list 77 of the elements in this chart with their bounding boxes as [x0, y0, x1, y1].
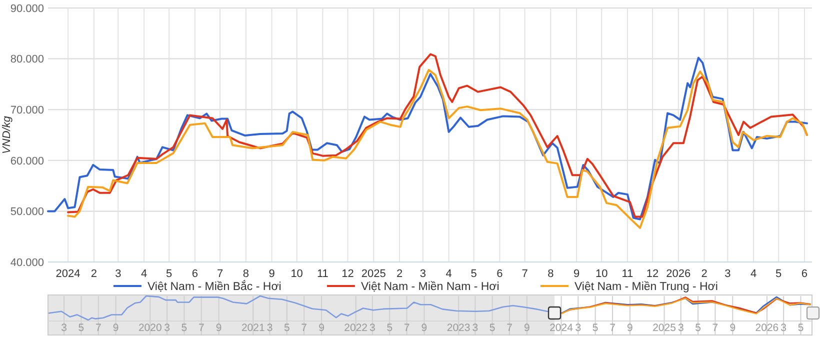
- x-tick-label: 10: [290, 268, 303, 280]
- x-tick-label: 11: [316, 268, 328, 280]
- x-tick-label: 5: [284, 322, 290, 334]
- x-tick-label: 3: [164, 322, 170, 334]
- x-tick-label: 2: [396, 268, 403, 280]
- x-tick-label: 4: [446, 268, 452, 280]
- x-tick-label: 7: [522, 268, 528, 280]
- x-tick-label: 7: [198, 322, 204, 334]
- x-tick-label: 8: [242, 268, 249, 280]
- y-tick-label: 80.000: [10, 54, 44, 66]
- x-tick-label: 7: [301, 322, 308, 334]
- x-tick-label: 5: [181, 322, 188, 334]
- y-tick-label: 90.000: [10, 2, 44, 15]
- x-tick-label: 2: [90, 268, 97, 280]
- x-tick-label: 7: [216, 268, 224, 280]
- legend-label: Việt Nam - Miền Nam - Hơi: [360, 281, 500, 293]
- x-tick-label: 9: [421, 322, 428, 334]
- x-tick-label: 6: [801, 268, 808, 280]
- x-tick-label: 2024: [56, 268, 80, 280]
- x-tick-label: 2025: [652, 322, 676, 334]
- x-tick-label: 7: [610, 322, 616, 334]
- y-tick-label: 60.000: [10, 155, 44, 168]
- x-tick-label: 7: [506, 322, 513, 334]
- x-tick-label: 4: [140, 268, 148, 280]
- x-tick-label: 12: [342, 268, 354, 280]
- legend-label: Việt Nam - Miền Bắc - Hơi: [147, 280, 282, 293]
- x-tick-label: 3: [115, 268, 122, 280]
- x-tick-label: 2024: [550, 322, 574, 334]
- x-tick-label: 2026: [666, 268, 691, 280]
- x-tick-label: 2023: [446, 322, 470, 334]
- x-tick-label: 7: [712, 322, 718, 334]
- x-tick-label: 9: [112, 322, 119, 334]
- x-tick-label: 9: [573, 268, 580, 280]
- x-tick-label: 5: [776, 268, 782, 280]
- x-tick-label: 9: [268, 268, 275, 280]
- x-tick-label: 2022: [344, 322, 368, 334]
- x-tick-label: 2025: [361, 268, 386, 280]
- x-tick-label: 6: [192, 268, 198, 280]
- x-tick-label: 5: [386, 322, 393, 334]
- x-tick-label: 3: [724, 268, 731, 280]
- x-tick-label: 5: [78, 322, 84, 334]
- x-tick-label: 7: [404, 322, 410, 334]
- x-tick-label: 5: [166, 268, 172, 280]
- x-tick-label: 12: [646, 268, 659, 280]
- x-tick-label: 5: [592, 322, 598, 334]
- x-tick-label: 9: [216, 322, 222, 334]
- x-tick-label: 5: [695, 322, 702, 334]
- y-tick-label: 70.000: [10, 104, 44, 116]
- x-tick-label: 11: [622, 268, 634, 280]
- x-tick-label: 3: [61, 322, 68, 334]
- x-tick-label: 3: [472, 322, 478, 334]
- x-tick-label: 9: [524, 322, 530, 334]
- x-tick-label: 3: [370, 322, 376, 334]
- x-tick-label: 3: [266, 322, 273, 334]
- x-tick-label: 8: [548, 268, 554, 280]
- x-tick-label: 2026: [755, 322, 779, 334]
- y-tick-label: 50.000: [10, 206, 44, 218]
- x-tick-label: 3: [420, 268, 426, 280]
- x-tick-label: 5: [470, 268, 477, 280]
- y-axis-title: VND/kg: [1, 115, 13, 154]
- x-tick-label: 9: [730, 322, 736, 334]
- x-tick-label: 3: [678, 322, 684, 334]
- legend-label: Việt Nam - Miền Trung - Hơi: [574, 281, 718, 293]
- x-tick-label: 5: [798, 322, 804, 334]
- x-tick-label: 6: [496, 268, 503, 280]
- x-tick-label: 2020: [138, 322, 162, 334]
- x-tick-label: 3: [575, 322, 582, 334]
- x-tick-label: 4: [750, 268, 757, 280]
- x-tick-label: 9: [318, 322, 325, 334]
- x-tick-label: 9: [627, 322, 634, 334]
- x-tick-label: 7: [95, 322, 102, 334]
- x-tick-label: 2: [701, 268, 708, 280]
- x-tick-label: 3: [780, 322, 787, 334]
- x-tick-label: 5: [489, 322, 496, 334]
- x-tick-label: 2021: [241, 322, 265, 334]
- y-tick-label: 40.000: [10, 256, 44, 269]
- x-tick-label: 10: [595, 268, 608, 280]
